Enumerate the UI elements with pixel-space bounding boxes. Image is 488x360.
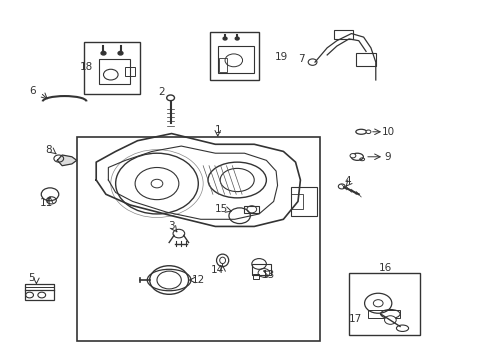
Circle shape — [366, 130, 370, 134]
Text: 3: 3 — [168, 221, 175, 231]
Text: 4: 4 — [344, 176, 350, 186]
Bar — [290, 194, 302, 208]
Bar — [244, 206, 259, 213]
Bar — [290, 187, 317, 216]
Bar — [25, 284, 54, 287]
Text: 19: 19 — [274, 52, 287, 62]
Text: 11: 11 — [40, 198, 53, 208]
Bar — [356, 53, 375, 66]
Bar — [368, 310, 399, 318]
Text: 9: 9 — [384, 152, 390, 162]
Bar — [218, 58, 227, 72]
Bar — [25, 284, 54, 300]
Text: 7: 7 — [298, 54, 305, 64]
Circle shape — [384, 316, 395, 324]
Circle shape — [118, 51, 122, 55]
Bar — [251, 264, 271, 275]
Text: 6: 6 — [30, 86, 36, 96]
Circle shape — [151, 179, 163, 188]
Circle shape — [166, 95, 174, 101]
Circle shape — [338, 184, 345, 189]
Text: 2: 2 — [158, 87, 165, 98]
Bar — [77, 137, 319, 341]
Text: 1: 1 — [214, 125, 221, 135]
Polygon shape — [57, 155, 77, 166]
Circle shape — [101, 51, 106, 55]
Bar — [210, 32, 259, 80]
Bar — [252, 274, 258, 279]
Text: 14: 14 — [211, 265, 224, 275]
Text: 18: 18 — [80, 63, 93, 72]
Circle shape — [307, 59, 316, 65]
Text: 15: 15 — [214, 203, 227, 213]
Bar — [217, 46, 254, 73]
Bar — [99, 59, 130, 84]
Bar — [125, 67, 135, 76]
Bar — [334, 30, 352, 39]
Bar — [348, 273, 419, 336]
Text: 17: 17 — [348, 314, 361, 324]
Text: 13: 13 — [262, 270, 275, 280]
Bar — [84, 42, 140, 94]
Text: 16: 16 — [378, 262, 391, 273]
Circle shape — [223, 37, 226, 40]
Text: 5: 5 — [28, 273, 35, 283]
Circle shape — [235, 37, 239, 40]
Text: 10: 10 — [381, 127, 394, 137]
Text: 12: 12 — [191, 275, 204, 285]
Circle shape — [349, 154, 355, 158]
Text: 8: 8 — [46, 145, 52, 155]
